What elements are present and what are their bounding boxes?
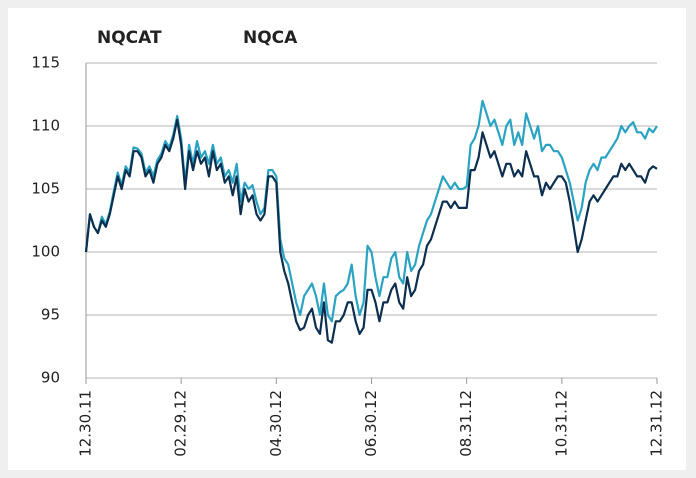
panel [8,8,686,470]
y-tick-label: 115 [31,54,60,72]
y-tick-label: 105 [31,180,60,198]
legend-label: NQCA [243,28,298,48]
series-line [84,118,658,344]
x-tick-label: 08.31.12 [457,390,475,457]
x-tick-label: 06.30.12 [362,390,380,457]
x-tick-label: 12.31.12 [648,390,666,457]
y-tick-label: 95 [41,306,60,324]
y-tick-label: 110 [31,117,60,135]
x-tick-label: 12.30.11 [77,390,95,457]
x-tick-label: 10.31.12 [552,390,570,457]
y-tick-label: 90 [41,369,60,387]
x-tick-label: 02.29.12 [172,390,190,457]
legend-label: NQCAT [97,28,162,48]
x-tick-label: 04.30.12 [267,390,285,457]
y-tick-label: 100 [31,243,60,261]
